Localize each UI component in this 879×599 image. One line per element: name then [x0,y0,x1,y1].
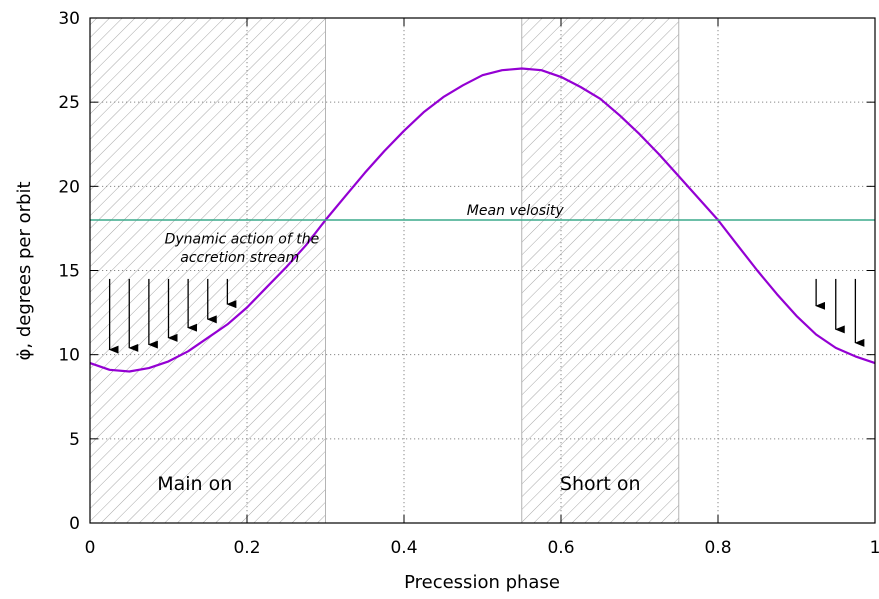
y-tick-label: 0 [69,514,80,534]
x-tick-label: 0.6 [547,538,574,558]
annotation: accretion stream [180,250,299,266]
chart-text: Precession phase φ̇, degrees per orbit D… [14,181,564,593]
grid [90,18,875,523]
x-tick-label: 0.2 [233,538,260,558]
x-tick-label: 0.8 [704,538,731,558]
region-label: Main on [157,473,232,495]
y-tick-label: 25 [58,93,80,113]
precession-rate-line [89,67,876,373]
arrows [108,278,865,354]
y-tick-label: 20 [58,177,80,197]
shaded-region [521,17,680,524]
region-label: Short on [560,473,641,495]
y-tick-label: 15 [58,262,80,282]
annotation: Mean velosity [467,203,565,219]
x-tick-label: 0 [85,538,96,558]
y-axis-label: φ̇, degrees per orbit [14,181,35,360]
x-tick-label: 0.4 [390,538,417,558]
x-tick-label: 1 [870,538,879,558]
annotation: Dynamic action of the [165,232,320,248]
x-axis-label: Precession phase [404,572,560,593]
y-tick-label: 10 [58,346,80,366]
series-lines [89,67,876,373]
y-tick-label: 5 [69,430,80,450]
y-tick-label: 30 [58,9,80,29]
